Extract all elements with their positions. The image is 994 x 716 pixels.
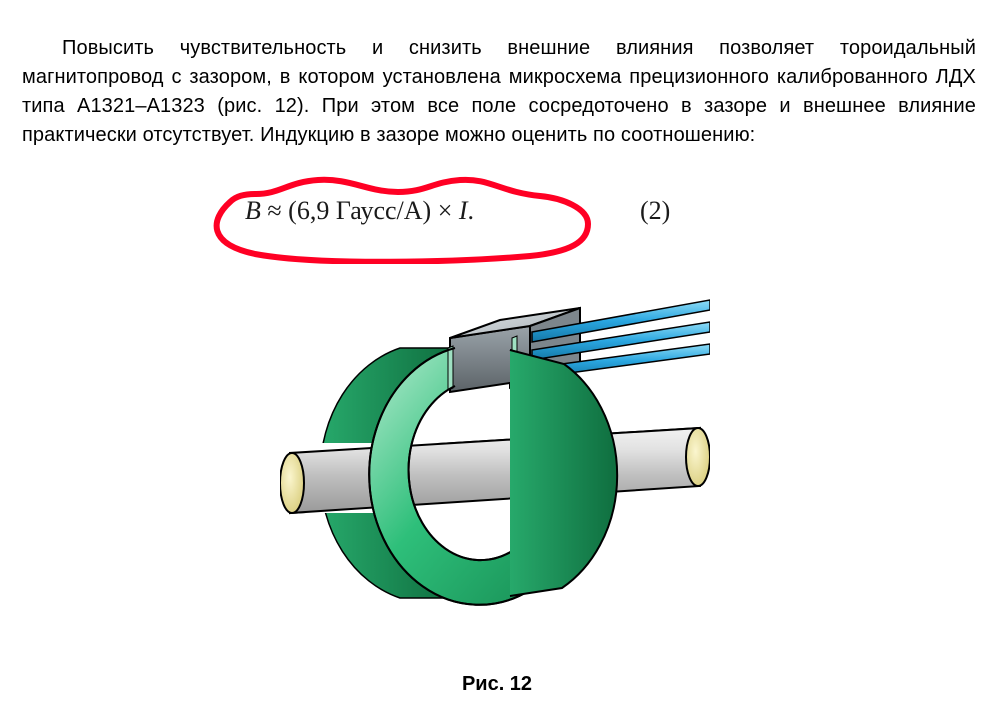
formula-unit: Гаусс/А xyxy=(336,196,423,225)
formula-open: (6,9 xyxy=(288,196,336,225)
formula-close: ) × xyxy=(423,196,459,225)
formula-B: B xyxy=(245,196,261,225)
formula-number: (2) xyxy=(640,196,670,226)
formula-dot: . xyxy=(468,196,475,225)
formula-I: I xyxy=(459,196,468,225)
page: Повысить чувствительность и снизить внеш… xyxy=(0,0,994,716)
figure-svg xyxy=(280,268,710,638)
formula-expression: B ≈ (6,9 Гаусс/А) × I. xyxy=(245,196,474,226)
figure-caption: Рис. 12 xyxy=(0,673,994,696)
figure-12 xyxy=(280,268,710,638)
body-paragraph: Повысить чувствительность и снизить внеш… xyxy=(22,34,976,150)
approx-sign: ≈ xyxy=(267,196,281,225)
formula-row: B ≈ (6,9 Гаусс/А) × I. (2) xyxy=(0,188,994,258)
